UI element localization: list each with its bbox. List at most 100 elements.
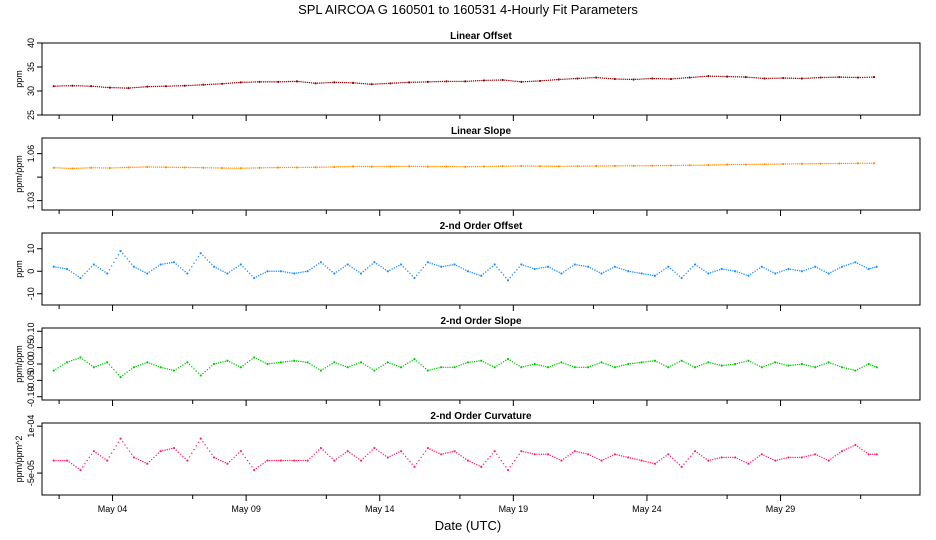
data-point	[314, 82, 317, 85]
data-trace-dot	[628, 78, 631, 81]
data-trace-dot	[409, 361, 411, 363]
data-trace-dot	[470, 80, 473, 82]
data-point	[688, 164, 691, 167]
data-trace-dot	[129, 166, 132, 169]
data-trace-dot	[210, 83, 213, 86]
data-trace-dot	[527, 364, 529, 367]
data-point	[314, 166, 317, 169]
data-trace-dot	[462, 80, 464, 83]
data-trace-dot	[749, 361, 752, 363]
data-trace-dot	[620, 364, 623, 367]
data-point	[693, 366, 697, 369]
data-trace-dot	[340, 364, 342, 366]
y-tick-label: 1.06	[26, 145, 36, 163]
data-trace-dot	[473, 462, 476, 465]
data-trace-dot	[538, 453, 540, 456]
data-point	[52, 85, 55, 88]
data-trace-dot	[182, 455, 184, 458]
data-trace-dot	[836, 76, 838, 78]
data-trace-dot	[754, 458, 756, 460]
data-trace-dot	[811, 163, 813, 165]
data-trace-dot	[389, 455, 391, 458]
data-trace-dot	[197, 255, 200, 258]
data-trace-dot	[516, 456, 518, 459]
data-trace-dot	[325, 166, 327, 168]
data-trace-dot	[124, 373, 126, 375]
data-trace-dot	[859, 162, 862, 165]
data-trace-dot	[449, 366, 451, 368]
data-trace-dot	[647, 165, 649, 167]
data-point	[856, 162, 860, 165]
data-trace-dot	[485, 79, 487, 82]
data-trace-dot	[500, 459, 503, 462]
data-point	[632, 78, 635, 81]
data-trace-dot	[669, 455, 672, 458]
data-trace-dot	[655, 164, 658, 167]
data-trace-dot	[689, 455, 692, 458]
data-trace-dot	[102, 456, 104, 459]
data-point	[627, 456, 630, 459]
data-trace-dot	[456, 365, 458, 368]
data-trace-dot	[572, 165, 575, 167]
data-trace-dot	[591, 455, 594, 458]
data-point	[734, 362, 737, 366]
data-trace-dot	[843, 265, 845, 267]
data-trace-dot	[195, 370, 197, 372]
data-point	[79, 468, 82, 472]
data-trace-dot	[327, 166, 329, 168]
data-trace-dot	[418, 165, 421, 168]
data-trace-dot	[815, 77, 818, 79]
data-trace-dot	[607, 364, 609, 366]
data-trace-dot	[398, 451, 400, 453]
data-trace-dot	[208, 167, 211, 169]
data-trace-dot	[77, 357, 79, 359]
data-trace-dot	[271, 166, 273, 169]
data-trace-dot	[387, 82, 390, 85]
data-point	[725, 163, 729, 166]
data-point	[827, 361, 830, 364]
data-trace-dot	[763, 267, 765, 269]
data-trace-dot	[233, 268, 235, 270]
data-point	[533, 453, 536, 456]
data-trace-dot	[676, 164, 678, 167]
data-trace-dot	[555, 78, 558, 81]
data-trace-dot	[431, 368, 433, 371]
data-trace-dot	[96, 167, 99, 169]
data-trace-dot	[674, 363, 676, 365]
data-point	[346, 450, 349, 453]
data-trace-dot	[402, 81, 404, 84]
data-point	[426, 261, 429, 264]
data-trace-dot	[799, 163, 801, 165]
data-point	[373, 369, 376, 372]
data-trace-dot	[821, 162, 824, 165]
data-trace-dot	[382, 453, 384, 456]
data-trace-dot	[142, 460, 144, 463]
data-trace-dot	[839, 365, 841, 368]
data-trace-dot	[380, 266, 382, 268]
data-trace-dot	[541, 165, 543, 167]
data-point	[720, 267, 723, 271]
data-trace-dot	[485, 165, 487, 168]
data-point	[226, 359, 229, 362]
data-trace-dot	[436, 264, 438, 266]
data-trace-dot	[582, 366, 585, 368]
data-trace-dot	[813, 163, 816, 165]
data-trace-dot	[716, 457, 718, 460]
data-point	[872, 162, 876, 165]
data-trace-dot	[414, 165, 417, 168]
data-point	[132, 265, 136, 268]
data-trace-dot	[643, 78, 645, 80]
data-trace-dot	[300, 166, 302, 169]
data-trace-dot	[785, 457, 788, 459]
data-trace-dot	[491, 453, 494, 455]
data-trace-dot	[489, 455, 491, 458]
data-trace-dot	[224, 461, 226, 464]
data-point	[480, 465, 483, 468]
data-trace-dot	[625, 363, 627, 366]
data-trace-dot	[709, 272, 712, 274]
data-trace-dot	[674, 271, 676, 274]
data-trace-dot	[554, 364, 556, 366]
data-trace-dot	[724, 163, 726, 166]
data-point	[587, 366, 590, 369]
data-trace-dot	[695, 164, 697, 166]
